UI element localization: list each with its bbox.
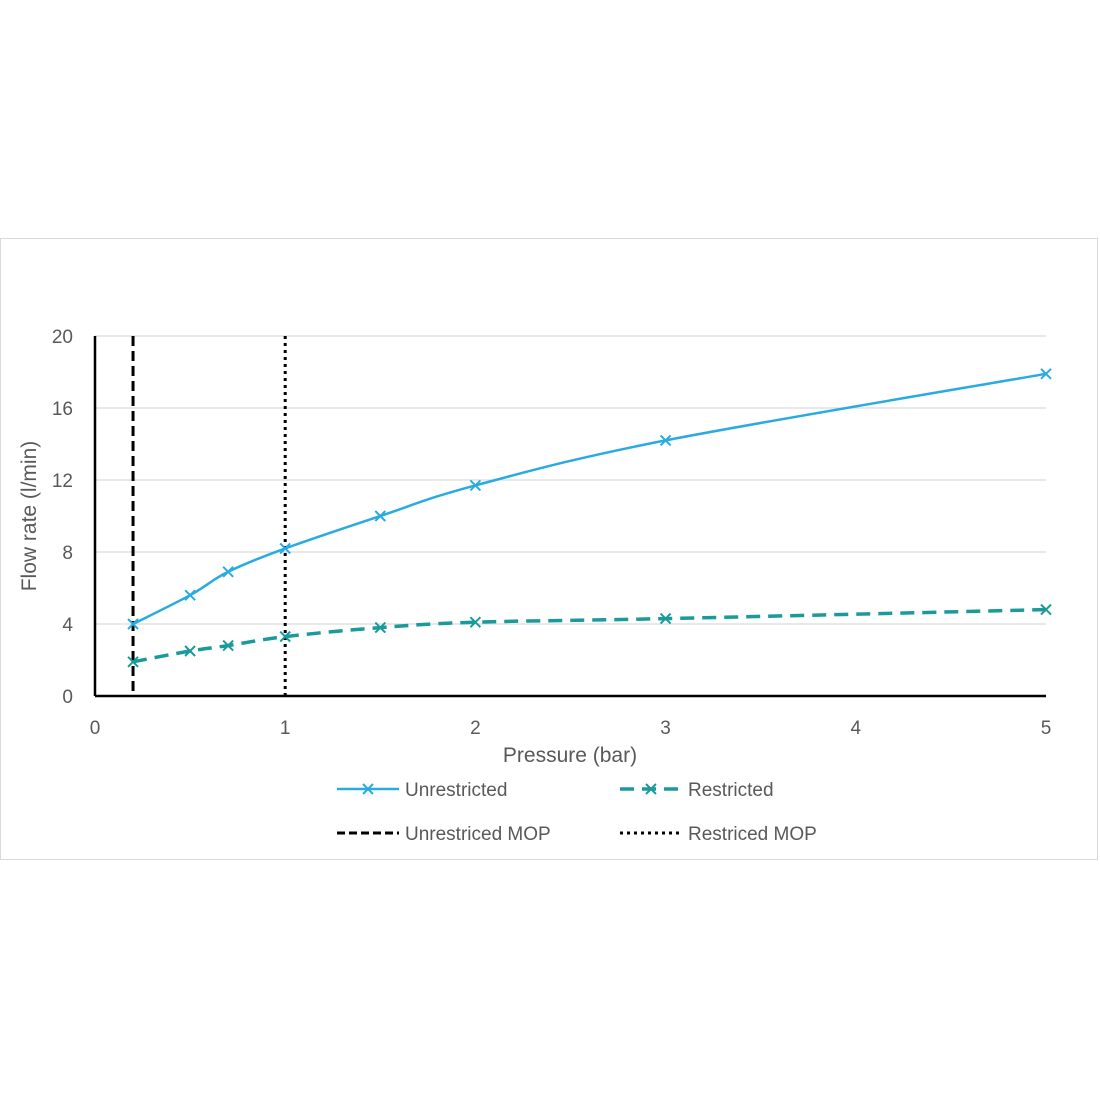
restricted-point [469, 616, 482, 628]
x-tick-label: 3 [660, 718, 671, 739]
y-tick-label: 12 [52, 471, 73, 492]
y-tick-label: 0 [62, 687, 73, 708]
marker-stroke [374, 621, 387, 634]
unrestricted-point [659, 434, 672, 447]
marker-stroke [645, 783, 657, 795]
chart-frame [0, 238, 1098, 860]
marker-stroke [659, 434, 672, 447]
marker-stroke [659, 612, 672, 625]
marker-stroke [362, 783, 374, 795]
legend-label: Restricted [688, 780, 774, 801]
series-group [127, 368, 1052, 668]
unrestricted-point [127, 618, 139, 630]
legend-label: Unrestriced MOP [405, 824, 551, 845]
unrestricted-point [222, 566, 234, 578]
x-tick-label: 1 [280, 718, 291, 739]
legend-unrestricted-mop: Unrestriced MOP [337, 824, 551, 845]
y-tick-label: 4 [62, 615, 73, 636]
marker-stroke [222, 566, 234, 578]
x-axis-title: Pressure (bar) [503, 744, 637, 767]
y-tick-label: 20 [52, 327, 73, 348]
marker-stroke [279, 542, 291, 555]
legend-restricted-mop: Restriced MOP [620, 824, 817, 845]
marker-stroke [469, 616, 482, 628]
marker-stroke [374, 510, 387, 522]
unrestricted-series-line [132, 372, 1047, 626]
gridlines [95, 335, 1046, 625]
y-tick-label: 16 [52, 399, 73, 420]
x-tick-label: 4 [851, 718, 862, 739]
restricted-point [279, 630, 291, 643]
marker-stroke [184, 589, 196, 601]
restricted-point [222, 639, 234, 652]
unrestricted-point [374, 510, 387, 522]
axes [93, 336, 1046, 698]
restricted-point [374, 621, 387, 634]
marker-stroke [279, 630, 291, 643]
marker-stroke [222, 639, 234, 652]
restricted-point [184, 645, 196, 657]
marker-stroke [469, 479, 482, 492]
legend-label: Restriced MOP [688, 824, 817, 845]
x-tick-label: 0 [90, 718, 101, 739]
restricted-point [659, 612, 672, 625]
marker-stroke [1040, 368, 1052, 380]
reference-lines [131, 336, 287, 696]
unrestricted-point [469, 479, 482, 492]
x-tick-label: 5 [1041, 718, 1052, 739]
y-tick-label: 8 [62, 543, 73, 564]
restricted-point [1040, 603, 1052, 616]
marker-stroke [127, 618, 139, 630]
y-axis-title: Flow rate (l/min) [18, 441, 41, 592]
legend-unrestricted: Unrestricted [337, 780, 507, 801]
unrestricted-point [1040, 368, 1052, 380]
restricted-series-line [132, 607, 1047, 664]
marker-stroke [1040, 603, 1052, 616]
marker-stroke [127, 656, 139, 668]
legend-marker [362, 783, 374, 795]
unrestricted-point [279, 542, 291, 555]
legend-marker [645, 783, 657, 795]
unrestricted-point [184, 589, 196, 601]
legend-label: Unrestricted [405, 780, 507, 801]
marker-stroke [184, 645, 196, 657]
x-tick-label: 2 [470, 718, 481, 739]
restricted-point [127, 656, 139, 668]
legend: Unrestricted Restricted Unrestriced MOP Res… [337, 780, 817, 845]
legend-restricted: Restricted [620, 780, 774, 801]
